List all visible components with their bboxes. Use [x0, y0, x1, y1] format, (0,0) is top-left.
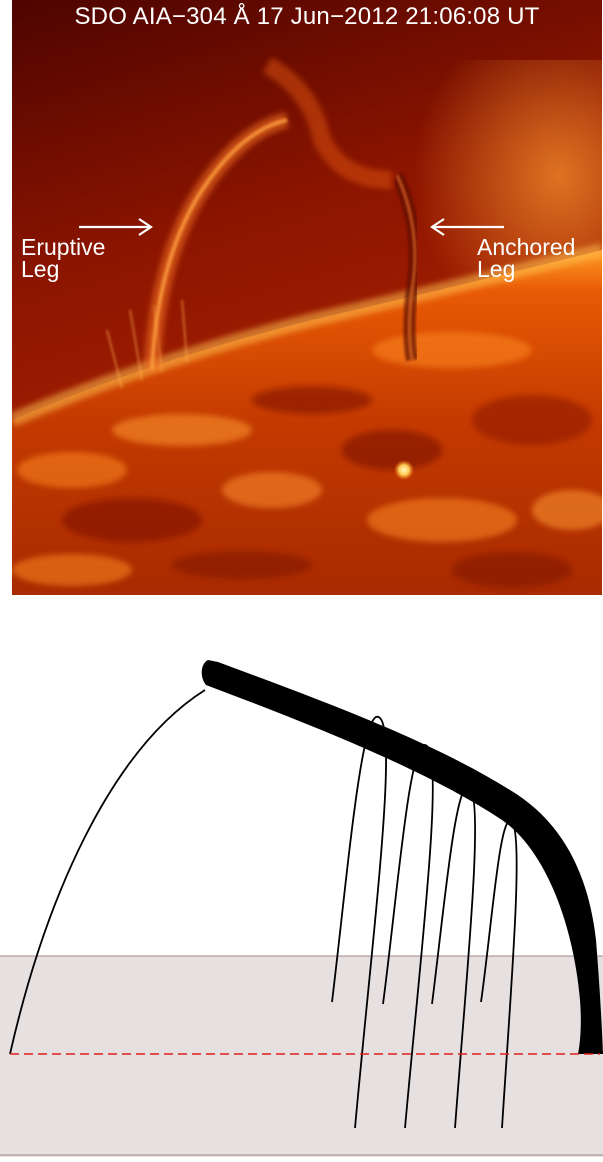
- solar-limb: [12, 243, 602, 427]
- field-loop-1: [331, 715, 387, 1129]
- erupting-prominence: [144, 57, 421, 371]
- eruptive-leg-arrow: [79, 218, 153, 236]
- sdo-aia-304-image: SDO AIA−304 Å 17 Jun−2012 21:06:08 UT Er…: [12, 0, 602, 595]
- observation-title: SDO AIA−304 Å 17 Jun−2012 21:06:08 UT: [74, 3, 540, 30]
- eruptive-leg-line: [9, 689, 206, 1055]
- anchored-leg-label-line2: Leg: [477, 256, 516, 282]
- anchored-flux-rope: [201, 660, 603, 1054]
- schematic-graphic: [0, 660, 603, 1157]
- flux-rope-schematic: [0, 640, 603, 1157]
- spicules: [106, 299, 188, 389]
- eruptive-leg-label-line1: Eruptive: [21, 234, 106, 260]
- anchored-leg-label: Anchored Leg: [477, 234, 576, 282]
- eruptive-leg-label: Eruptive Leg: [21, 234, 106, 282]
- solar-image-graphic: [12, 0, 602, 595]
- eruptive-leg-label-line2: Leg: [21, 256, 60, 282]
- anchored-leg-label-line1: Anchored: [477, 234, 576, 260]
- surface-band: [0, 956, 603, 1157]
- bright-kernel: [394, 460, 414, 480]
- anchored-leg-arrow: [430, 218, 504, 236]
